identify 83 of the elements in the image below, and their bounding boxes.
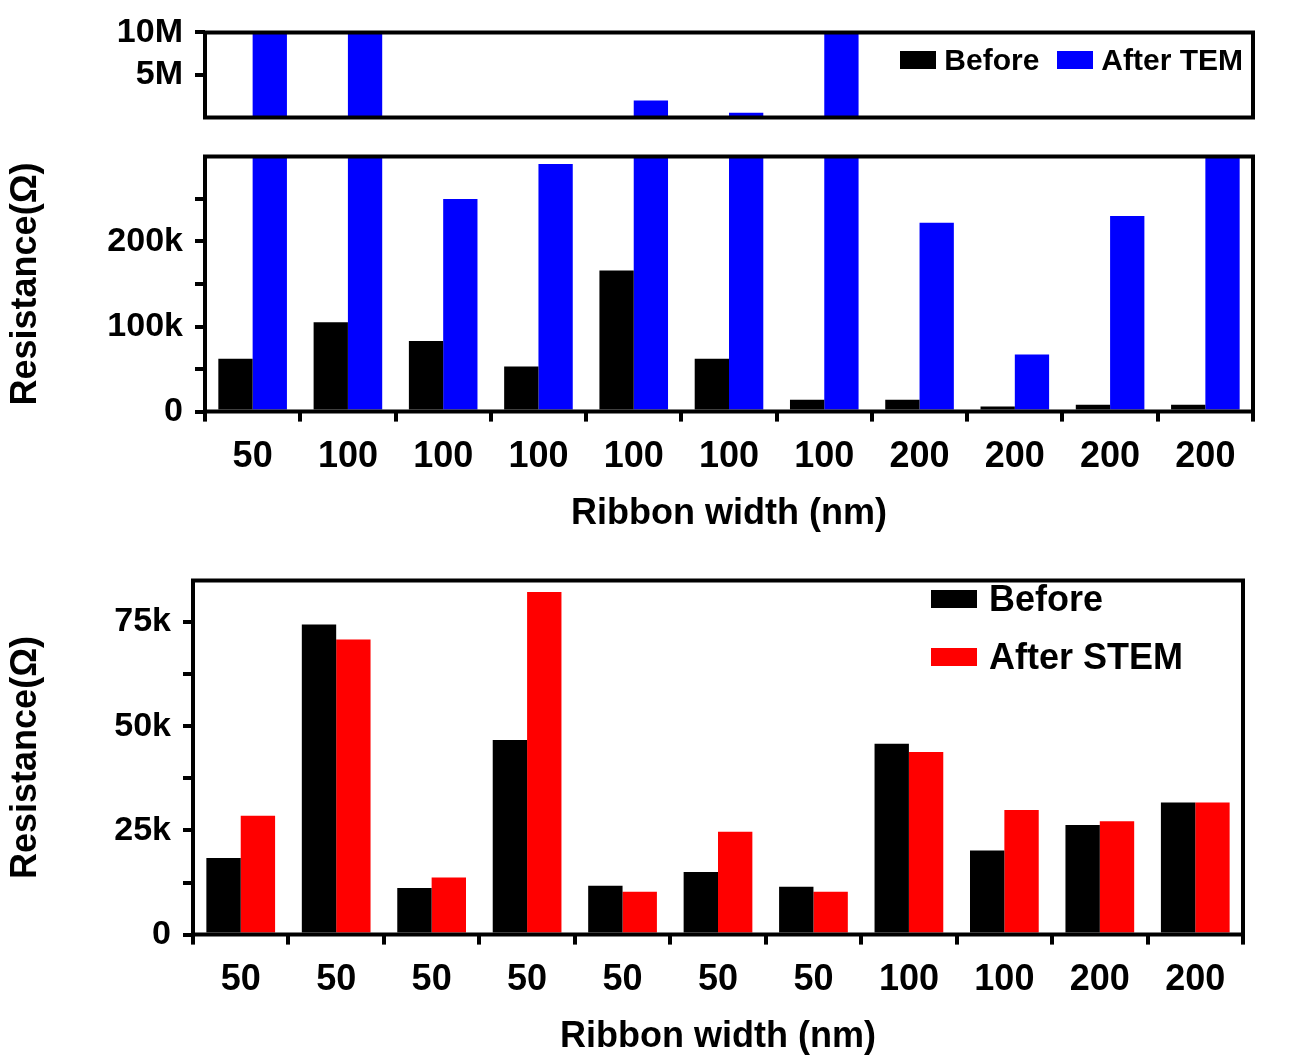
bar	[885, 399, 920, 410]
bar	[492, 740, 528, 933]
bar	[504, 366, 539, 410]
x-tick-label: 100	[974, 957, 1035, 999]
y-tick-label: 100k	[107, 304, 184, 343]
bar	[431, 877, 466, 933]
bar	[408, 341, 444, 410]
x-tick-label: 50	[220, 957, 261, 999]
bar	[443, 198, 478, 410]
x-tick-label: 200	[1175, 434, 1236, 476]
bar	[908, 752, 944, 933]
y-tick-label: 25k	[114, 808, 172, 847]
bar	[729, 156, 764, 410]
bar	[633, 156, 669, 410]
bar	[1065, 825, 1100, 933]
bar	[301, 624, 337, 933]
y-tick-label: 0	[152, 912, 171, 951]
y-axis-title: Resistance(Ω)	[2, 162, 44, 406]
bar	[1205, 156, 1240, 410]
x-tick-label: 200	[1069, 957, 1130, 999]
x-tick-label: 50	[316, 957, 357, 999]
bar	[1110, 215, 1145, 410]
y-axis-title: Resistance(Ω)	[2, 636, 44, 879]
bar	[252, 156, 287, 410]
bar	[683, 872, 718, 933]
bar	[218, 358, 253, 410]
legend-label: After TEM	[1101, 43, 1243, 77]
x-tick-label: 100	[698, 434, 760, 476]
bar	[1014, 354, 1050, 410]
bar	[824, 156, 859, 410]
bar	[1195, 802, 1230, 933]
y-tick-label: 75k	[114, 600, 172, 639]
legend-label: After STEM	[988, 636, 1183, 678]
bar	[718, 831, 753, 933]
y-tick-label: 0	[164, 389, 183, 428]
bar	[347, 156, 383, 410]
bar	[1075, 404, 1111, 410]
bar	[538, 164, 573, 410]
x-tick-label: 50	[697, 957, 739, 999]
y-tick-label: 10M	[116, 10, 183, 49]
x-tick-label: 200	[1080, 434, 1141, 476]
bar	[1171, 404, 1206, 410]
bar	[874, 743, 909, 933]
y-tick-label: 5M	[135, 53, 183, 92]
bar	[206, 857, 241, 933]
x-tick-label: 100	[794, 434, 855, 476]
bar	[397, 887, 432, 933]
bar	[789, 399, 825, 410]
bar	[588, 885, 623, 933]
x-tick-label: 50	[411, 957, 452, 999]
bar	[599, 270, 634, 410]
bar	[527, 592, 562, 933]
x-tick-label: 100	[317, 434, 378, 476]
bar	[970, 850, 1005, 933]
bar	[980, 406, 1015, 410]
bar	[240, 815, 276, 933]
bar	[1004, 810, 1039, 933]
x-tick-label: 100	[878, 957, 939, 999]
bar	[1099, 821, 1135, 933]
bar	[694, 358, 729, 410]
x-tick-label: 200	[1165, 957, 1226, 999]
bar	[622, 891, 657, 933]
bar	[1160, 802, 1196, 933]
y-tick-label: 200k	[107, 219, 184, 258]
x-tick-label: 50	[793, 957, 834, 999]
bar	[919, 222, 954, 410]
x-tick-label: 200	[984, 434, 1045, 476]
bar	[336, 639, 371, 933]
bar	[779, 886, 814, 933]
y-tick-label: 50k	[114, 704, 172, 743]
x-tick-label: 200	[889, 434, 950, 476]
x-tick-label: 50	[602, 957, 643, 999]
x-tick-label: 50	[232, 434, 273, 476]
x-axis-title: Ribbon width (nm)	[560, 1014, 876, 1056]
legend-label: Before	[988, 578, 1104, 620]
bar	[313, 322, 348, 410]
legend-label: Before	[944, 43, 1040, 77]
x-tick-label: 50	[507, 957, 548, 999]
x-axis-title: Ribbon width (nm)	[571, 491, 887, 533]
x-tick-label: 100	[603, 434, 664, 476]
x-tick-label: 100	[413, 434, 474, 476]
x-tick-label: 100	[508, 434, 569, 476]
bar	[813, 891, 848, 933]
